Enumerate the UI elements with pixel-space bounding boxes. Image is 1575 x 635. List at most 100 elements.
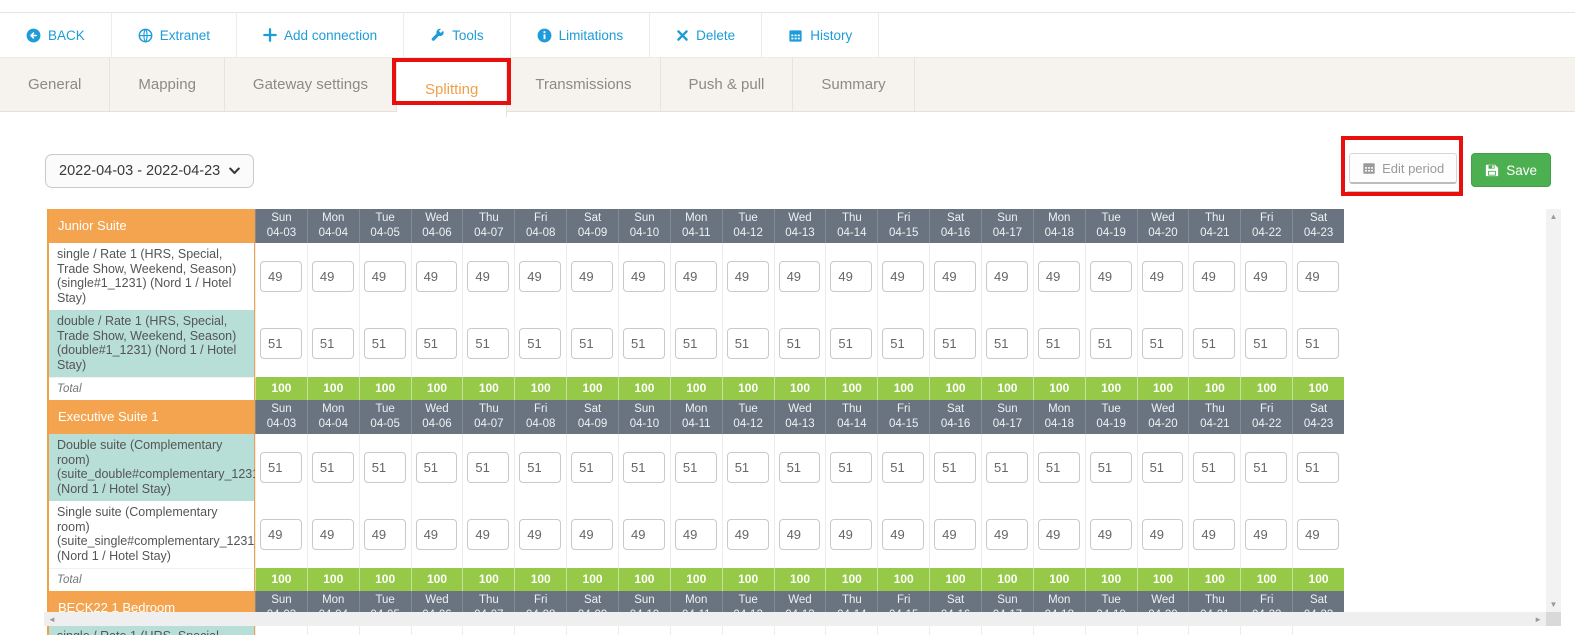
tab-summary[interactable]: Summary bbox=[793, 58, 915, 111]
rate-input[interactable] bbox=[882, 327, 925, 359]
rate-input[interactable] bbox=[1089, 260, 1132, 292]
rate-input[interactable] bbox=[571, 327, 613, 359]
rate-input[interactable] bbox=[1089, 518, 1132, 550]
rate-input[interactable] bbox=[467, 260, 510, 292]
period-select[interactable]: 2022-04-03 - 2022-04-23 bbox=[45, 154, 255, 188]
rate-input[interactable] bbox=[363, 518, 406, 550]
rate-input[interactable] bbox=[830, 260, 873, 292]
tab-splitting[interactable]: Splitting bbox=[396, 58, 508, 117]
delete-button[interactable]: Delete bbox=[650, 13, 763, 57]
rate-input[interactable] bbox=[726, 260, 769, 292]
rate-input[interactable] bbox=[778, 518, 821, 550]
rate-input[interactable] bbox=[1141, 451, 1184, 483]
rate-input[interactable] bbox=[1089, 327, 1132, 359]
history-button[interactable]: History bbox=[762, 13, 880, 57]
rate-input[interactable] bbox=[1297, 327, 1339, 359]
rate-input[interactable] bbox=[1037, 260, 1080, 292]
rate-input[interactable] bbox=[415, 260, 458, 292]
rate-input[interactable] bbox=[1297, 260, 1339, 292]
save-button[interactable]: Save bbox=[1471, 153, 1551, 187]
rate-input[interactable] bbox=[882, 260, 925, 292]
rate-input[interactable] bbox=[260, 451, 302, 483]
rate-input[interactable] bbox=[830, 327, 873, 359]
rate-input[interactable] bbox=[260, 327, 302, 359]
rate-input[interactable] bbox=[311, 518, 354, 550]
rate-input[interactable] bbox=[1245, 327, 1288, 359]
scroll-right-arrow-icon[interactable]: ► bbox=[1534, 614, 1542, 624]
rate-input[interactable] bbox=[1089, 451, 1132, 483]
rate-input[interactable] bbox=[882, 518, 925, 550]
tools-button[interactable]: Tools bbox=[404, 13, 511, 57]
extranet-button[interactable]: Extranet bbox=[112, 13, 238, 57]
rate-input[interactable] bbox=[1193, 451, 1236, 483]
rate-input[interactable] bbox=[1193, 260, 1236, 292]
rate-input[interactable] bbox=[519, 451, 562, 483]
rate-input[interactable] bbox=[623, 518, 665, 550]
rate-input[interactable] bbox=[519, 260, 562, 292]
tab-transmissions[interactable]: Transmissions bbox=[507, 58, 661, 111]
rate-input[interactable] bbox=[934, 518, 976, 550]
rate-input[interactable] bbox=[363, 451, 406, 483]
rate-input[interactable] bbox=[1245, 518, 1288, 550]
edit-period-button[interactable]: Edit period bbox=[1349, 153, 1458, 184]
vertical-scrollbar[interactable]: ▲ ▼ bbox=[1546, 209, 1561, 612]
scroll-up-arrow-icon[interactable]: ▲ bbox=[1549, 212, 1558, 221]
rate-input[interactable] bbox=[623, 451, 665, 483]
rate-input[interactable] bbox=[363, 260, 406, 292]
rate-input[interactable] bbox=[415, 518, 458, 550]
rate-input[interactable] bbox=[1245, 451, 1288, 483]
rate-input[interactable] bbox=[934, 327, 976, 359]
add-connection-button[interactable]: Add connection bbox=[237, 13, 405, 57]
back-button[interactable]: BACK bbox=[0, 13, 112, 57]
rate-input[interactable] bbox=[260, 518, 302, 550]
scroll-down-arrow-icon[interactable]: ▼ bbox=[1549, 600, 1558, 609]
rate-input[interactable] bbox=[623, 260, 665, 292]
rate-input[interactable] bbox=[260, 260, 302, 292]
rate-input[interactable] bbox=[415, 327, 458, 359]
rate-input[interactable] bbox=[467, 518, 510, 550]
rate-input[interactable] bbox=[726, 518, 769, 550]
tab-push-pull[interactable]: Push & pull bbox=[661, 58, 794, 111]
rate-input[interactable] bbox=[986, 327, 1028, 359]
horizontal-scrollbar[interactable]: ◄ ► bbox=[44, 612, 1546, 626]
scroll-left-arrow-icon[interactable]: ◄ bbox=[48, 614, 56, 624]
rate-input[interactable] bbox=[311, 327, 354, 359]
tab-mapping[interactable]: Mapping bbox=[110, 58, 225, 111]
rate-input[interactable] bbox=[934, 451, 976, 483]
rate-input[interactable] bbox=[311, 260, 354, 292]
rate-input[interactable] bbox=[674, 260, 717, 292]
rate-input[interactable] bbox=[1193, 518, 1236, 550]
rate-input[interactable] bbox=[986, 518, 1028, 550]
rate-input[interactable] bbox=[363, 327, 406, 359]
rate-input[interactable] bbox=[986, 451, 1028, 483]
limitations-button[interactable]: Limitations bbox=[511, 13, 651, 57]
rate-input[interactable] bbox=[467, 327, 510, 359]
rate-input[interactable] bbox=[726, 327, 769, 359]
rate-input[interactable] bbox=[519, 327, 562, 359]
rate-input[interactable] bbox=[1037, 518, 1080, 550]
rate-input[interactable] bbox=[1193, 327, 1236, 359]
rate-input[interactable] bbox=[830, 518, 873, 550]
rate-input[interactable] bbox=[1297, 518, 1339, 550]
rate-input[interactable] bbox=[467, 451, 510, 483]
rate-input[interactable] bbox=[674, 451, 717, 483]
rate-input[interactable] bbox=[882, 451, 925, 483]
rate-input[interactable] bbox=[1141, 327, 1184, 359]
tab-gateway-settings[interactable]: Gateway settings bbox=[225, 58, 397, 111]
rate-input[interactable] bbox=[571, 451, 613, 483]
rate-input[interactable] bbox=[519, 518, 562, 550]
rate-input[interactable] bbox=[1037, 451, 1080, 483]
rate-input[interactable] bbox=[571, 260, 613, 292]
rate-input[interactable] bbox=[1037, 327, 1080, 359]
rate-input[interactable] bbox=[1141, 518, 1184, 550]
rate-input[interactable] bbox=[1245, 260, 1288, 292]
rate-input[interactable] bbox=[778, 327, 821, 359]
rate-input[interactable] bbox=[726, 451, 769, 483]
rate-input[interactable] bbox=[623, 327, 665, 359]
rate-input[interactable] bbox=[934, 260, 976, 292]
rate-input[interactable] bbox=[778, 451, 821, 483]
rate-input[interactable] bbox=[571, 518, 613, 550]
rate-input[interactable] bbox=[415, 451, 458, 483]
rate-input[interactable] bbox=[1297, 451, 1339, 483]
rate-input[interactable] bbox=[778, 260, 821, 292]
